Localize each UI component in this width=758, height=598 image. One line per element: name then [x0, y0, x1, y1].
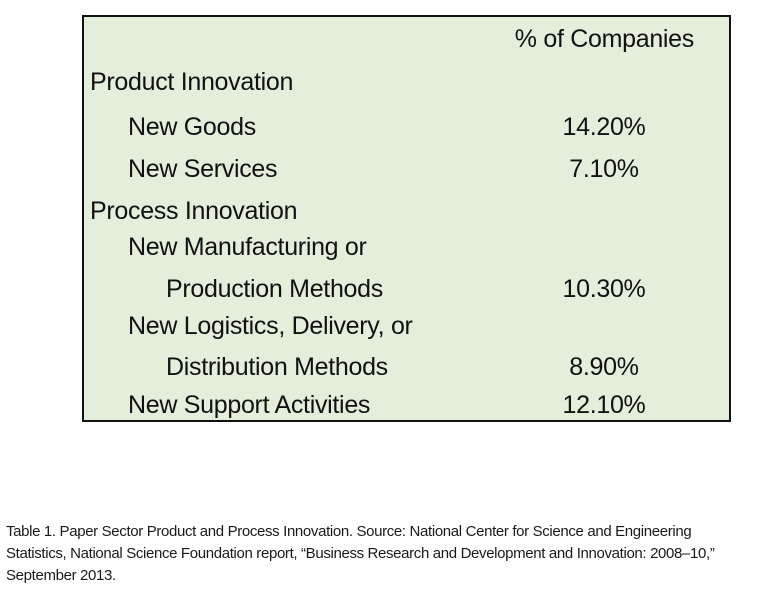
- column-header-percent-companies: % of Companies: [514, 25, 695, 53]
- table-row: Product Innovation: [84, 62, 729, 102]
- row-label-production-methods: Production Methods: [166, 275, 383, 303]
- row-label-new-goods: New Goods: [128, 113, 256, 141]
- row-label-distribution-methods: Distribution Methods: [166, 353, 388, 381]
- row-value-production-methods: 10.30%: [562, 275, 646, 303]
- table-row: New Manufacturing or: [84, 227, 729, 267]
- table-row: New Support Activities 12.10%: [84, 385, 729, 425]
- row-label-new-logistics: New Logistics, Delivery, or: [128, 312, 413, 340]
- table-row: New Logistics, Delivery, or: [84, 306, 729, 346]
- row-label-new-support-activities: New Support Activities: [128, 391, 371, 419]
- row-label-new-manufacturing: New Manufacturing or: [128, 233, 367, 261]
- table-row: New Goods 14.20%: [84, 107, 729, 147]
- row-label-product-innovation: Product Innovation: [90, 68, 294, 96]
- table-row: Process Innovation: [84, 191, 729, 231]
- table-row: New Services 7.10%: [84, 149, 729, 189]
- table-row: Production Methods 10.30%: [84, 269, 729, 309]
- row-value-new-services: 7.10%: [569, 155, 639, 183]
- table-row: Distribution Methods 8.90%: [84, 347, 729, 387]
- innovation-table: % of Companies Product Innovation New Go…: [82, 15, 731, 422]
- row-label-process-innovation: Process Innovation: [90, 197, 298, 225]
- table-caption: Table 1. Paper Sector Product and Proces…: [6, 523, 715, 584]
- row-label-new-services: New Services: [128, 155, 278, 183]
- row-value-new-goods: 14.20%: [562, 113, 646, 141]
- row-value-distribution-methods: 8.90%: [569, 353, 639, 381]
- table-header-row: % of Companies: [84, 19, 729, 59]
- row-value-new-support-activities: 12.10%: [562, 391, 646, 419]
